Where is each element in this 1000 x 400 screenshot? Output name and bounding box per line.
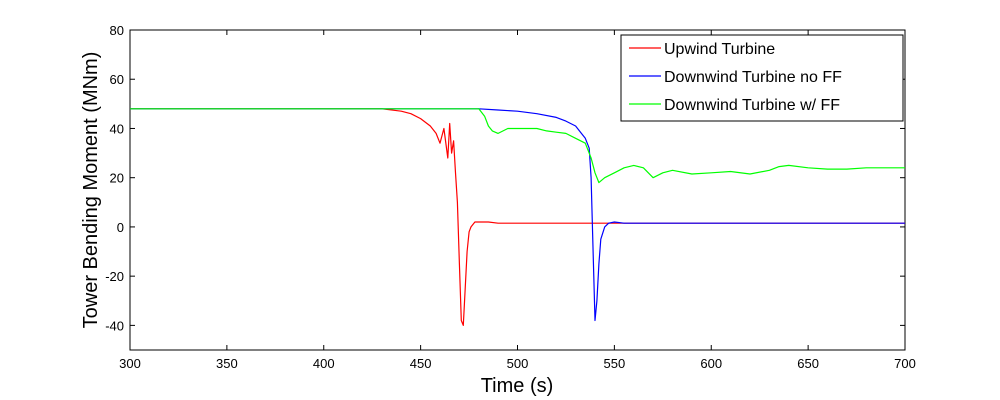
y-tick-label: -40	[105, 318, 124, 333]
x-tick-label: 450	[410, 356, 432, 371]
y-axis-label: Tower Bending Moment (MNm)	[80, 52, 102, 329]
y-tick-label: -20	[105, 269, 124, 284]
legend-box	[620, 34, 904, 122]
x-tick-label: 300	[119, 356, 141, 371]
y-tick-label: 60	[110, 72, 124, 87]
axis-ticks: 300 350 400 450 500 550 600 650 700 -40 -20 0 20 40 60…	[105, 23, 916, 371]
series-layer	[130, 108, 905, 326]
y-tick-label: 40	[110, 121, 124, 136]
y-tick-label: 20	[110, 171, 124, 186]
x-axis-label: Time (s)	[481, 375, 554, 397]
x-tick-label: 650	[797, 356, 819, 371]
y-tick-label: 0	[117, 220, 124, 235]
x-tick-label: 550	[604, 356, 626, 371]
x-tick-label: 350	[216, 356, 238, 371]
x-tick-label: 400	[313, 356, 335, 371]
legend: Upwind Turbine Downwind Turbine no FF Do…	[620, 34, 904, 122]
legend-label-downwind-no-ff: Downwind Turbine no FF	[664, 69, 842, 86]
y-tick-label: 80	[110, 23, 124, 38]
legend-label-upwind: Upwind Turbine	[664, 41, 775, 58]
x-tick-label: 600	[700, 356, 722, 371]
x-tick-label: 700	[894, 356, 916, 371]
series-line-downwind-w-ff	[130, 108, 905, 184]
x-tick-label: 500	[507, 356, 529, 371]
series-line-downwind-no-ff	[130, 108, 905, 322]
legend-label-downwind-w-ff: Downwind Turbine w/ FF	[664, 97, 840, 114]
